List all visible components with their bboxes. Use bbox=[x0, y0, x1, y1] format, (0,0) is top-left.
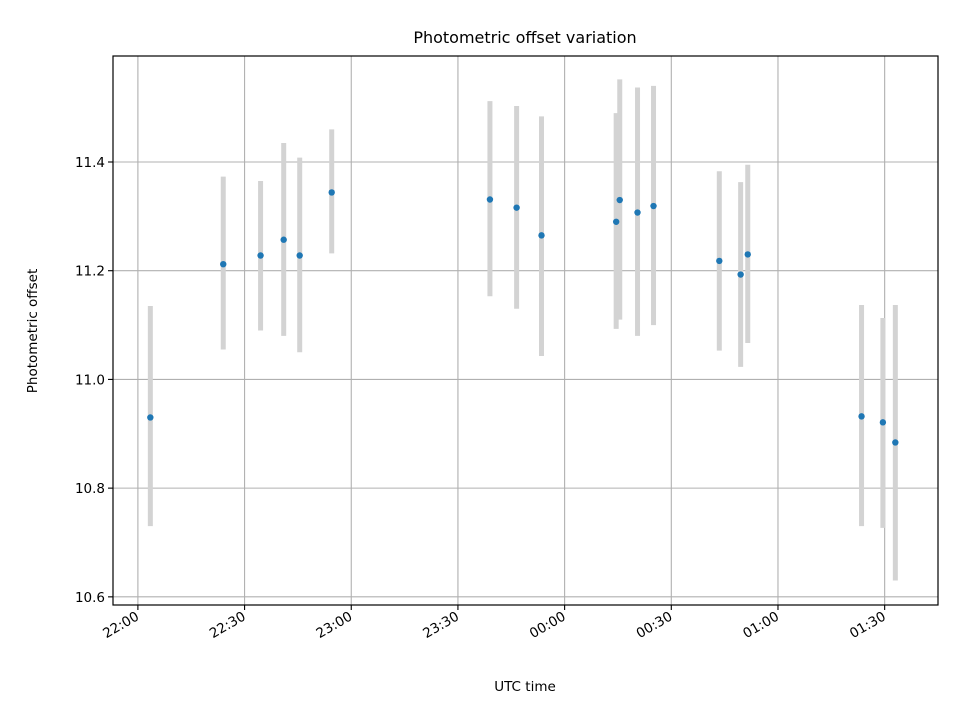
data-point bbox=[280, 236, 287, 243]
y-tick-label: 11.4 bbox=[75, 155, 105, 171]
data-point bbox=[634, 209, 641, 216]
data-point bbox=[486, 196, 494, 203]
data-point bbox=[147, 414, 154, 421]
data-point bbox=[538, 232, 545, 239]
data-point bbox=[616, 196, 623, 204]
plot-frame bbox=[112, 55, 939, 606]
data-point bbox=[612, 218, 620, 225]
data-point bbox=[892, 439, 899, 446]
grid bbox=[113, 56, 938, 605]
y-tick-label: 11.2 bbox=[75, 264, 105, 280]
chart-title: Photometric offset variation bbox=[413, 28, 636, 47]
data-point bbox=[513, 204, 520, 211]
data-point bbox=[296, 252, 303, 259]
y-tick-label: 11.0 bbox=[75, 372, 105, 388]
y-axis-ticks: 10.6 10.8 11.0 11.2 11.4 bbox=[75, 155, 113, 606]
data-point bbox=[716, 257, 723, 265]
data-point bbox=[650, 202, 657, 210]
data-point bbox=[858, 413, 865, 420]
data-point bbox=[328, 189, 335, 196]
data-point bbox=[744, 251, 751, 258]
data-point bbox=[257, 252, 264, 259]
y-axis-label: Photometric offset bbox=[25, 269, 41, 393]
data-points bbox=[147, 189, 899, 446]
data-point bbox=[220, 260, 227, 268]
y-tick-label: 10.8 bbox=[75, 481, 105, 497]
data-point bbox=[879, 419, 887, 426]
plot-area bbox=[113, 56, 938, 605]
data-point bbox=[737, 271, 744, 278]
y-tick-label: 10.6 bbox=[75, 590, 105, 606]
x-axis-label: UTC time bbox=[494, 679, 556, 695]
